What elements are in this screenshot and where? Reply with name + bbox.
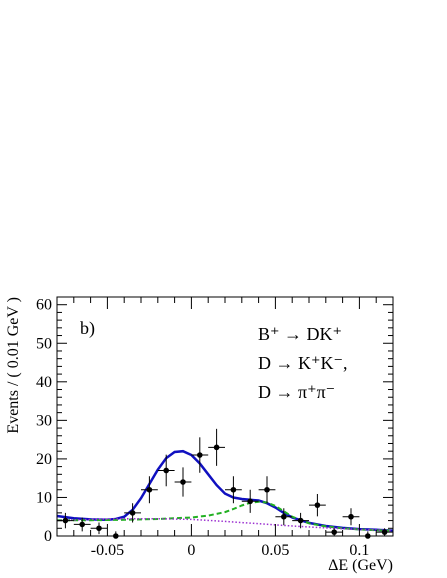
point-marker bbox=[230, 486, 237, 493]
data-point bbox=[292, 512, 309, 529]
data-point bbox=[174, 467, 192, 497]
axes: 0 10 20 30 40 50 60 -0.05 0 0.05 0.1 bbox=[36, 296, 394, 559]
x-tick-label: 0.1 bbox=[349, 542, 369, 559]
point-marker bbox=[381, 529, 388, 535]
data-point bbox=[376, 528, 393, 536]
data-point bbox=[57, 512, 74, 529]
point-marker bbox=[314, 502, 321, 508]
y-tick-label: 0 bbox=[44, 528, 52, 545]
annotation-line-1: B⁺ → DK⁺ bbox=[258, 324, 342, 344]
data-points bbox=[57, 428, 393, 539]
point-marker bbox=[79, 521, 85, 528]
point-marker bbox=[180, 479, 186, 485]
data-point bbox=[241, 489, 259, 513]
data-point bbox=[225, 476, 242, 504]
panel-label: b) bbox=[80, 318, 95, 339]
data-point bbox=[191, 437, 209, 473]
fit-curve-dotted bbox=[56, 517, 394, 532]
data-point bbox=[275, 508, 293, 526]
data-point bbox=[258, 476, 276, 504]
y-tick-label: 50 bbox=[36, 335, 52, 352]
data-point bbox=[359, 531, 377, 539]
data-point bbox=[141, 476, 158, 504]
point-marker bbox=[247, 498, 253, 505]
y-tick-label: 30 bbox=[36, 412, 52, 429]
data-point bbox=[90, 522, 108, 535]
data-point bbox=[342, 508, 360, 526]
data-point bbox=[309, 493, 326, 517]
point-marker bbox=[297, 517, 304, 524]
point-marker bbox=[197, 452, 203, 458]
point-marker bbox=[213, 444, 220, 451]
point-marker bbox=[264, 486, 270, 493]
y-tick-label: 40 bbox=[36, 374, 52, 391]
annotation-line-3: D → π⁺π⁻ bbox=[258, 382, 335, 402]
y-axis-title: Events / ( 0.01 GeV ) bbox=[5, 297, 22, 434]
point-marker bbox=[163, 467, 169, 474]
x-tick-label: 0.05 bbox=[261, 542, 289, 559]
x-tick-label: -0.05 bbox=[91, 542, 124, 559]
point-marker bbox=[96, 525, 102, 532]
y-tick-label: 10 bbox=[36, 489, 52, 506]
data-point bbox=[124, 503, 141, 523]
data-point bbox=[73, 517, 91, 532]
fit-curves bbox=[56, 449, 394, 532]
point-marker bbox=[129, 510, 136, 516]
data-point bbox=[157, 454, 175, 487]
y-tick-label: 20 bbox=[36, 451, 52, 468]
point-marker bbox=[146, 486, 153, 493]
plot-frame bbox=[56, 296, 394, 537]
x-axis-title: ΔE (GeV) bbox=[328, 557, 393, 574]
point-marker bbox=[62, 517, 69, 524]
y-tick-label: 60 bbox=[36, 297, 52, 314]
data-point bbox=[107, 531, 125, 539]
x-tick-label: 0 bbox=[187, 542, 195, 559]
data-point bbox=[325, 528, 343, 536]
point-marker bbox=[281, 513, 287, 520]
data-point bbox=[208, 428, 225, 466]
point-marker bbox=[331, 529, 338, 535]
point-marker bbox=[348, 513, 354, 520]
annotation-line-2: D → K⁺K⁻, bbox=[258, 353, 348, 373]
